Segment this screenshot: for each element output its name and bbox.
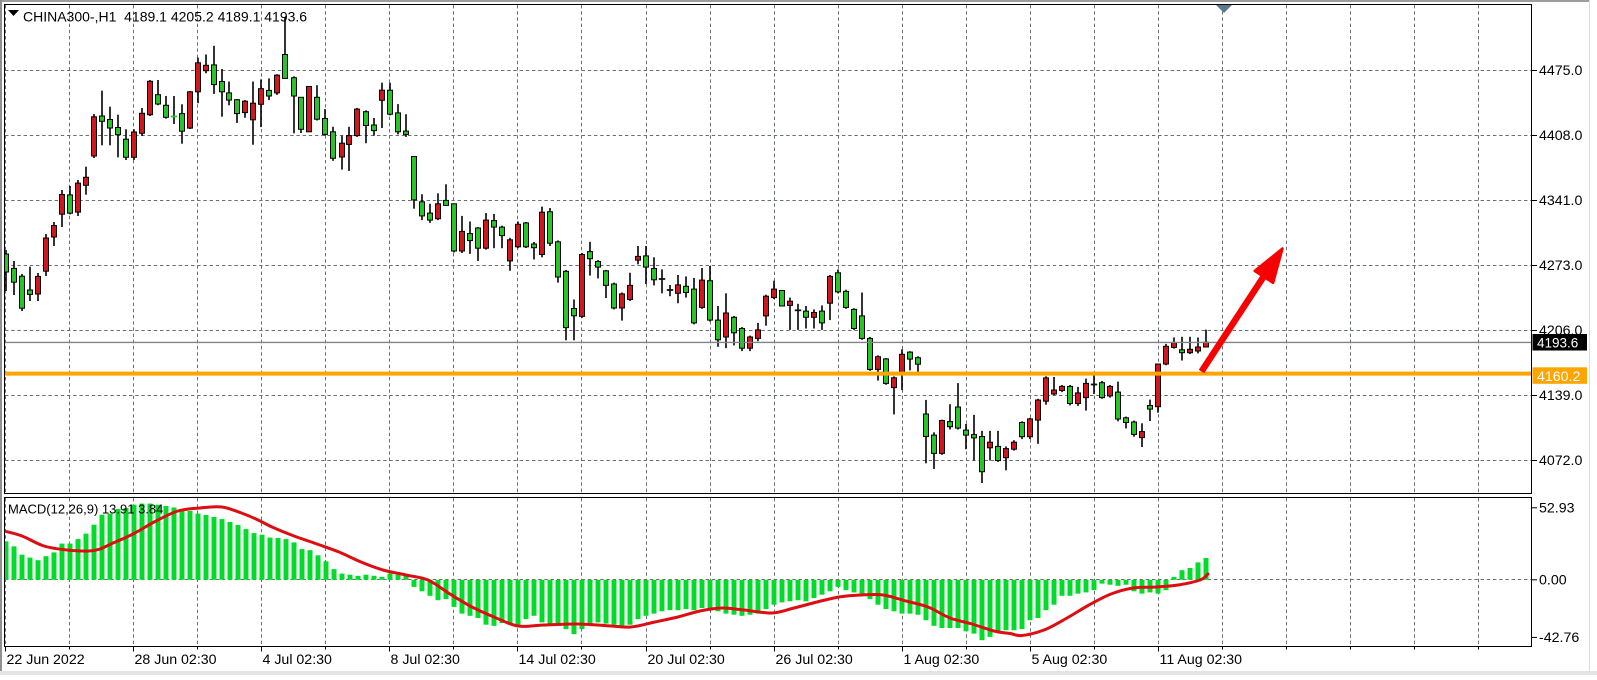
svg-text:28 Jun 02:30: 28 Jun 02:30 — [135, 652, 217, 668]
svg-text:4273.0: 4273.0 — [1539, 258, 1583, 274]
svg-text:5 Aug 02:30: 5 Aug 02:30 — [1032, 652, 1108, 668]
svg-text:4341.0: 4341.0 — [1539, 193, 1583, 209]
svg-text:14 Jul 02:30: 14 Jul 02:30 — [519, 652, 596, 668]
svg-text:11 Aug 02:30: 11 Aug 02:30 — [1160, 652, 1243, 668]
svg-text:4139.0: 4139.0 — [1539, 388, 1583, 404]
svg-text:CHINA300-,H1 4189.1 4205.2 41: CHINA300-,H1 4189.1 4205.2 4189.1 4193.6 — [23, 8, 307, 24]
svg-text:4475.0: 4475.0 — [1539, 63, 1583, 79]
svg-text:4160.2: 4160.2 — [1537, 369, 1581, 385]
svg-text:MACD(12,26,9) 13.91 3.84: MACD(12,26,9) 13.91 3.84 — [8, 502, 163, 517]
svg-text:4408.0: 4408.0 — [1539, 128, 1583, 144]
svg-text:22 Jun 2022: 22 Jun 2022 — [7, 652, 85, 668]
svg-text:52.93: 52.93 — [1539, 501, 1575, 517]
svg-text:26 Jul 02:30: 26 Jul 02:30 — [776, 652, 853, 668]
svg-text:4193.6: 4193.6 — [1537, 336, 1578, 351]
svg-text:4072.0: 4072.0 — [1539, 453, 1583, 469]
svg-text:-42.76: -42.76 — [1539, 630, 1579, 646]
svg-text:1 Aug 02:30: 1 Aug 02:30 — [904, 652, 980, 668]
svg-text:20 Jul 02:30: 20 Jul 02:30 — [648, 652, 725, 668]
svg-text:8 Jul 02:30: 8 Jul 02:30 — [391, 652, 461, 668]
svg-text:4 Jul 02:30: 4 Jul 02:30 — [263, 652, 333, 668]
svg-text:0.00: 0.00 — [1539, 573, 1567, 589]
